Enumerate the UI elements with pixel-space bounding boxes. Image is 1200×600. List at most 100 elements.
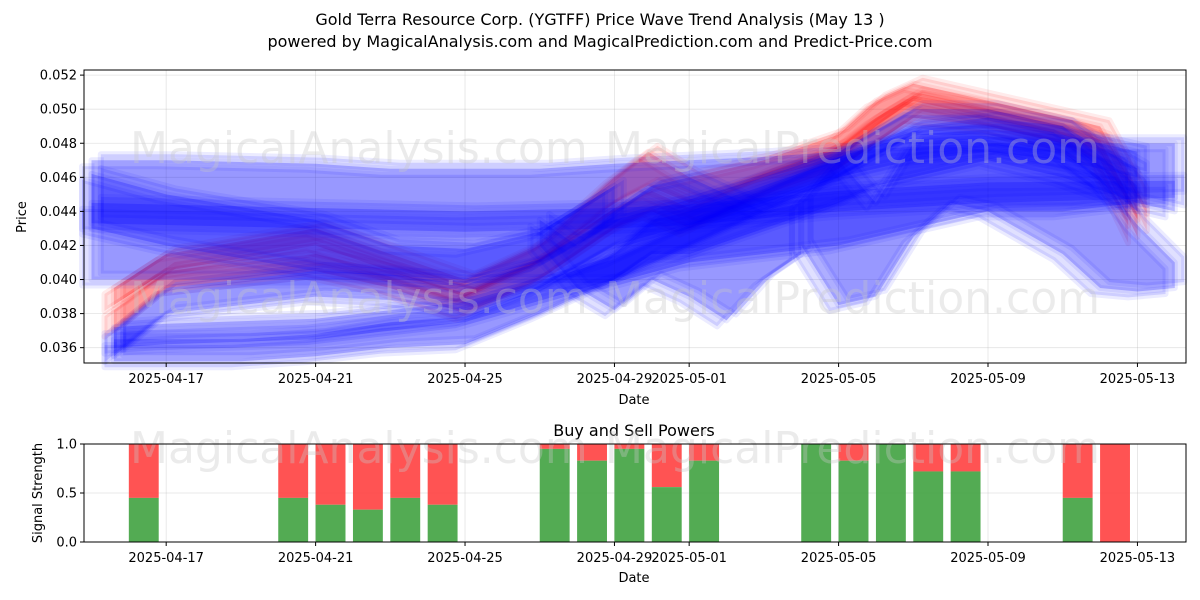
buy-power-bar xyxy=(950,471,981,542)
buy-power-bar xyxy=(689,460,720,542)
sell-power-bar xyxy=(577,444,607,461)
buy-power-bar xyxy=(315,504,346,542)
price-y-tick-label: 0.052 xyxy=(40,69,77,84)
watermark-prediction-mid: MagicalPrediction.com xyxy=(605,273,1100,324)
blue-wave-band xyxy=(807,130,1188,303)
blue-wave-band xyxy=(120,108,1150,359)
price-x-axis: 2025-04-17 2025-04-21 2025-04-25 2025-04-29… xyxy=(128,363,1175,387)
blue-wave-band xyxy=(536,174,805,324)
buy-power-bar xyxy=(427,504,458,542)
red-wave-band xyxy=(101,86,1132,314)
price-grid xyxy=(84,70,1186,363)
buy-power-bar xyxy=(278,497,309,542)
price-y-tick-label: 0.038 xyxy=(40,307,77,322)
blue-wave-band xyxy=(546,168,814,318)
sell-power-bar xyxy=(913,444,944,472)
blue-wave-band xyxy=(120,120,1150,345)
buy-sell-x-tick-label: 2025-05-09 xyxy=(950,551,1026,566)
watermark-analysis-top: MagicalAnalysis.com xyxy=(130,123,588,174)
price-y-tick-label: 0.040 xyxy=(40,273,77,288)
sell-power-bar xyxy=(950,444,981,472)
buy-sell-x-tick-label: 2025-05-05 xyxy=(801,551,877,566)
sell-power-bar xyxy=(390,444,421,498)
blue-wave-band xyxy=(788,142,1169,314)
price-x-tick-label: 2025-05-09 xyxy=(950,372,1026,387)
sell-power-bar xyxy=(1100,444,1130,542)
price-x-tick-label: 2025-04-29 xyxy=(577,372,653,387)
price-wave-bands xyxy=(79,74,1188,371)
price-y-tick-label: 0.050 xyxy=(40,103,77,118)
price-x-tick-label: 2025-04-17 xyxy=(128,372,204,387)
blue-wave-band xyxy=(88,170,618,283)
price-y-axis: 0.036 0.038 0.040 0.042 0.044 0.046 0.048 0.050… xyxy=(40,69,84,356)
price-x-tick-label: 2025-04-21 xyxy=(278,372,354,387)
sell-power-bar xyxy=(278,444,309,498)
watermark-analysis-bottom: MagicalAnalysis.com xyxy=(130,423,588,474)
red-wave-band xyxy=(120,74,1150,303)
buy-sell-x-tick-label: 2025-04-29 xyxy=(577,551,653,566)
buy-sell-x-axis: 2025-04-17 2025-04-21 2025-04-25 2025-04-29… xyxy=(128,542,1175,566)
blue-wave-band xyxy=(97,171,1188,229)
buy-sell-x-tick-label: 2025-05-01 xyxy=(651,551,727,566)
price-x-tick-label: 2025-05-01 xyxy=(651,372,727,387)
watermark-analysis-mid: MagicalAnalysis.com xyxy=(130,273,588,324)
blue-wave-band xyxy=(110,114,1141,365)
buy-sell-bars xyxy=(128,444,1130,542)
buy-sell-x-tick-label: 2025-04-17 xyxy=(128,551,204,566)
red-wave-band xyxy=(110,92,1141,334)
blue-wave-band xyxy=(101,112,1132,366)
blue-wave-band xyxy=(798,136,1178,309)
sell-power-bar xyxy=(539,444,570,449)
buy-sell-y-tick-label: 0.5 xyxy=(56,487,77,502)
sell-power-bar xyxy=(838,444,869,461)
price-watermarks: MagicalAnalysis.com MagicalPrediction.co… xyxy=(130,123,1100,324)
buy-power-bar xyxy=(577,460,607,542)
blue-wave-band xyxy=(110,106,1141,360)
buy-power-bar xyxy=(838,460,869,542)
buy-sell-x-label: Date xyxy=(618,571,649,586)
price-y-tick-label: 0.036 xyxy=(40,341,77,356)
blue-wave-band xyxy=(79,146,1169,292)
price-x-tick-label: 2025-05-05 xyxy=(801,372,877,387)
chart-title: Gold Terra Resource Corp. (YGTFF) Price … xyxy=(315,10,884,29)
price-plot-frame xyxy=(83,69,1187,364)
sell-power-bar xyxy=(352,444,383,510)
price-x-label: Date xyxy=(618,393,649,408)
price-y-label: Price xyxy=(15,201,30,233)
buy-sell-x-tick-label: 2025-04-21 xyxy=(278,551,354,566)
buy-power-bar xyxy=(801,444,832,542)
sell-power-bar xyxy=(427,444,458,505)
buy-sell-y-label: Signal Strength xyxy=(31,443,46,543)
buy-power-bar xyxy=(1062,497,1093,542)
sell-power-bar xyxy=(614,444,645,449)
chart-subtitle: powered by MagicalAnalysis.com and Magic… xyxy=(267,32,932,51)
buy-power-bar xyxy=(651,487,682,542)
blue-wave-band xyxy=(88,177,1178,235)
buy-sell-x-tick-label: 2025-04-25 xyxy=(427,551,503,566)
buy-sell-x-tick-label: 2025-05-13 xyxy=(1100,551,1176,566)
blue-wave-band xyxy=(101,132,1132,357)
price-y-tick-label: 0.048 xyxy=(40,137,77,152)
buy-power-bar xyxy=(875,444,906,542)
price-x-tick-label: 2025-05-13 xyxy=(1100,372,1176,387)
buy-power-bar xyxy=(614,448,645,542)
blue-wave-band xyxy=(97,165,627,277)
watermark-prediction-top: MagicalPrediction.com xyxy=(605,123,1100,174)
blue-wave-band xyxy=(97,134,1188,280)
watermark-prediction-bottom: MagicalPrediction.com xyxy=(605,423,1100,474)
blue-wave-band xyxy=(101,120,1132,371)
sell-power-bar xyxy=(128,444,159,498)
sell-power-bar xyxy=(1062,444,1093,498)
red-wave-band xyxy=(110,80,1141,309)
buy-power-bar xyxy=(128,497,159,542)
sell-power-bar xyxy=(651,444,682,488)
buy-power-bar xyxy=(539,448,570,542)
red-wave-band xyxy=(101,98,1132,340)
blue-wave-band xyxy=(79,183,1169,241)
price-x-tick-label: 2025-04-25 xyxy=(427,372,503,387)
buy-power-bar xyxy=(390,497,421,542)
blue-wave-band xyxy=(79,176,609,289)
buy-sell-watermarks: MagicalAnalysis.com MagicalPrediction.co… xyxy=(130,423,1100,474)
